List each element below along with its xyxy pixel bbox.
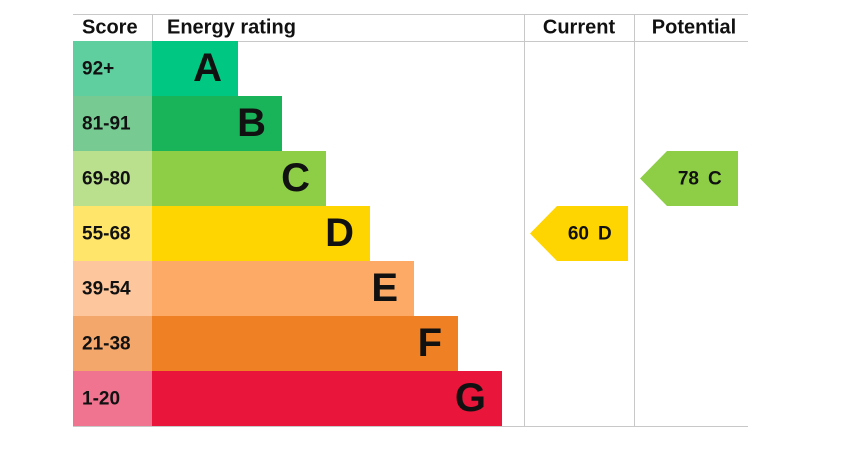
score-label: 81-91 xyxy=(82,114,131,135)
band-letter: G xyxy=(455,376,486,420)
score-label: 39-54 xyxy=(82,279,131,300)
current-letter: D xyxy=(598,224,612,245)
potential-arrow xyxy=(640,151,738,206)
header-score: Score xyxy=(82,16,138,38)
current-arrow xyxy=(530,206,628,261)
band-letter: F xyxy=(418,321,442,365)
score-label: 92+ xyxy=(82,59,114,80)
rating-bar xyxy=(152,151,326,206)
potential-value: 78 xyxy=(678,169,699,190)
current-value: 60 xyxy=(568,224,589,245)
band-letter: E xyxy=(371,266,398,310)
score-cell xyxy=(73,151,152,206)
rating-bar xyxy=(152,41,238,96)
header-current: Current xyxy=(543,16,616,38)
score-cell xyxy=(73,41,152,96)
score-label: 21-38 xyxy=(82,334,131,355)
score-label: 1-20 xyxy=(82,389,120,410)
header-rating: Energy rating xyxy=(167,16,296,38)
band-letter: A xyxy=(193,46,222,90)
rating-bar xyxy=(152,371,502,426)
potential-letter: C xyxy=(708,169,722,190)
header-potential: Potential xyxy=(652,16,736,38)
score-label: 69-80 xyxy=(82,169,131,190)
rating-bar xyxy=(152,261,414,316)
score-cell xyxy=(73,206,152,261)
rating-bar xyxy=(152,206,370,261)
score-cell xyxy=(73,371,152,426)
score-label: 55-68 xyxy=(82,224,131,245)
rating-bar xyxy=(152,96,282,151)
score-cell xyxy=(73,96,152,151)
score-cell xyxy=(73,261,152,316)
band-letter: C xyxy=(281,156,310,200)
band-letter: B xyxy=(237,101,266,145)
score-cell xyxy=(73,316,152,371)
band-letter: D xyxy=(325,211,354,255)
rating-bar xyxy=(152,316,458,371)
